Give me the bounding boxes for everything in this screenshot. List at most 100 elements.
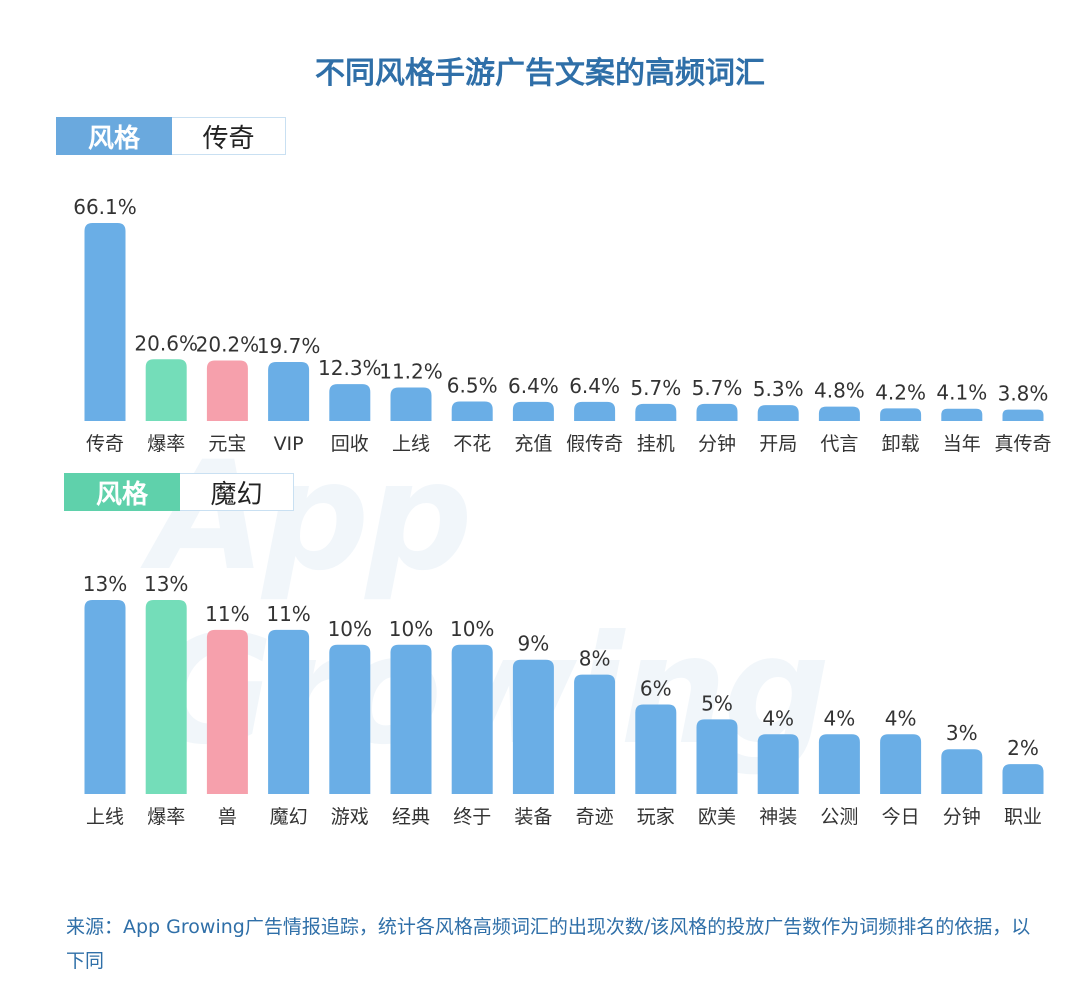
value-label: 4% [762, 706, 794, 730]
category-label: 充值 [514, 433, 552, 455]
style-tag-key: 风格 [64, 473, 180, 511]
bar [512, 401, 554, 421]
style-tag-legend: 风格 传奇 [56, 117, 286, 155]
value-label: 13% [83, 572, 127, 596]
value-label: 5% [701, 691, 733, 715]
bar [268, 629, 310, 794]
value-label: 13% [144, 572, 188, 596]
bar [206, 629, 248, 794]
value-label: 12.3% [318, 356, 382, 380]
bar [635, 403, 677, 421]
value-label: 5.3% [753, 377, 804, 401]
category-label: 真传奇 [994, 433, 1051, 455]
category-label: 神装 [759, 806, 797, 828]
bar [451, 401, 493, 421]
category-label: 分钟 [943, 806, 981, 828]
value-label: 66.1% [73, 195, 137, 219]
category-label: 今日 [882, 806, 920, 828]
bar [880, 408, 922, 421]
chart-title: 不同风格手游广告文案的高频词汇 [315, 56, 765, 91]
value-label: 5.7% [630, 376, 681, 400]
category-label: 装备 [514, 806, 552, 828]
bar [696, 403, 738, 421]
value-label: 4% [885, 706, 917, 730]
bar [941, 408, 983, 421]
category-label: 公测 [820, 806, 858, 828]
value-label: 11% [205, 602, 249, 626]
value-label: 6.4% [569, 374, 620, 398]
value-label: 4.8% [814, 379, 865, 403]
style-tag-value: 传奇 [172, 117, 286, 155]
value-label: 2% [1007, 736, 1039, 760]
value-label: 4% [824, 706, 856, 730]
bar [635, 704, 677, 794]
category-label: 终于 [453, 806, 491, 828]
category-label: 回收 [331, 433, 369, 455]
category-label: 经典 [392, 806, 430, 828]
category-label: 职业 [1004, 806, 1042, 828]
bar [696, 719, 738, 794]
category-label: 游戏 [331, 806, 369, 828]
value-label: 5.7% [692, 376, 743, 400]
bar-chart-2: 13% 上线 13% 爆率 11% 兽 11% 魔幻 10% 游戏 10% 经典 10% 终于 9% 装备 8%… [83, 572, 1044, 828]
bar [329, 644, 371, 794]
value-label: 6.5% [447, 374, 498, 398]
category-label: 爆率 [147, 806, 185, 828]
value-label: 10% [389, 617, 433, 641]
category-label: 代言 [820, 433, 858, 455]
value-label: 20.6% [134, 331, 198, 355]
category-label: 传奇 [86, 433, 124, 455]
bar [206, 360, 248, 421]
style-tag-value: 魔幻 [180, 473, 294, 511]
category-label: 当年 [943, 433, 981, 455]
bar [574, 401, 616, 421]
bar [818, 406, 860, 421]
category-label: 欧美 [698, 806, 736, 828]
bar [574, 674, 616, 794]
value-label: 10% [328, 617, 372, 641]
bar [818, 734, 860, 794]
value-label: 10% [450, 617, 494, 641]
value-label: 3.8% [998, 382, 1049, 406]
bar [941, 749, 983, 794]
category-label: 元宝 [208, 433, 246, 455]
value-label: 3% [946, 721, 978, 745]
value-label: 11.2% [379, 359, 443, 383]
bar [84, 223, 126, 421]
category-label: 开局 [759, 433, 797, 455]
category-label: 奇迹 [576, 806, 614, 828]
bar [145, 359, 187, 421]
category-label: 不花 [453, 433, 491, 455]
bar [268, 361, 310, 421]
bar [757, 734, 799, 794]
source-note: 来源：App Growing广告情报追踪，统计各风格高频词汇的出现次数/该风格的… [66, 916, 1031, 972]
category-label: VIP [274, 433, 304, 455]
category-label: 上线 [392, 433, 430, 455]
bar [145, 600, 187, 794]
value-label: 4.2% [875, 380, 926, 404]
bar [880, 734, 922, 794]
value-label: 6.4% [508, 374, 559, 398]
bar [1002, 764, 1044, 794]
style-tag-key: 风格 [56, 117, 172, 155]
category-label: 爆率 [147, 433, 185, 455]
bar-chart-1: 66.1% 传奇 20.6% 爆率 20.2% 元宝 19.7% VIP 12.3% 回收 11.2… [73, 195, 1051, 455]
bar [84, 600, 126, 794]
value-label: 8% [579, 647, 611, 671]
value-label: 4.1% [936, 381, 987, 405]
category-label: 上线 [86, 806, 124, 828]
category-label: 假传奇 [566, 433, 623, 455]
bar [390, 644, 432, 794]
category-label: 挂机 [637, 433, 675, 455]
bar [757, 405, 799, 421]
style-tag-fantasy: 风格 魔幻 [64, 473, 294, 511]
category-label: 魔幻 [270, 806, 308, 828]
category-label: 分钟 [698, 433, 736, 455]
bar [390, 387, 432, 421]
bar [451, 644, 493, 794]
bar [512, 659, 554, 794]
value-label: 11% [266, 602, 310, 626]
bar [1002, 409, 1044, 421]
value-label: 6% [640, 676, 672, 700]
